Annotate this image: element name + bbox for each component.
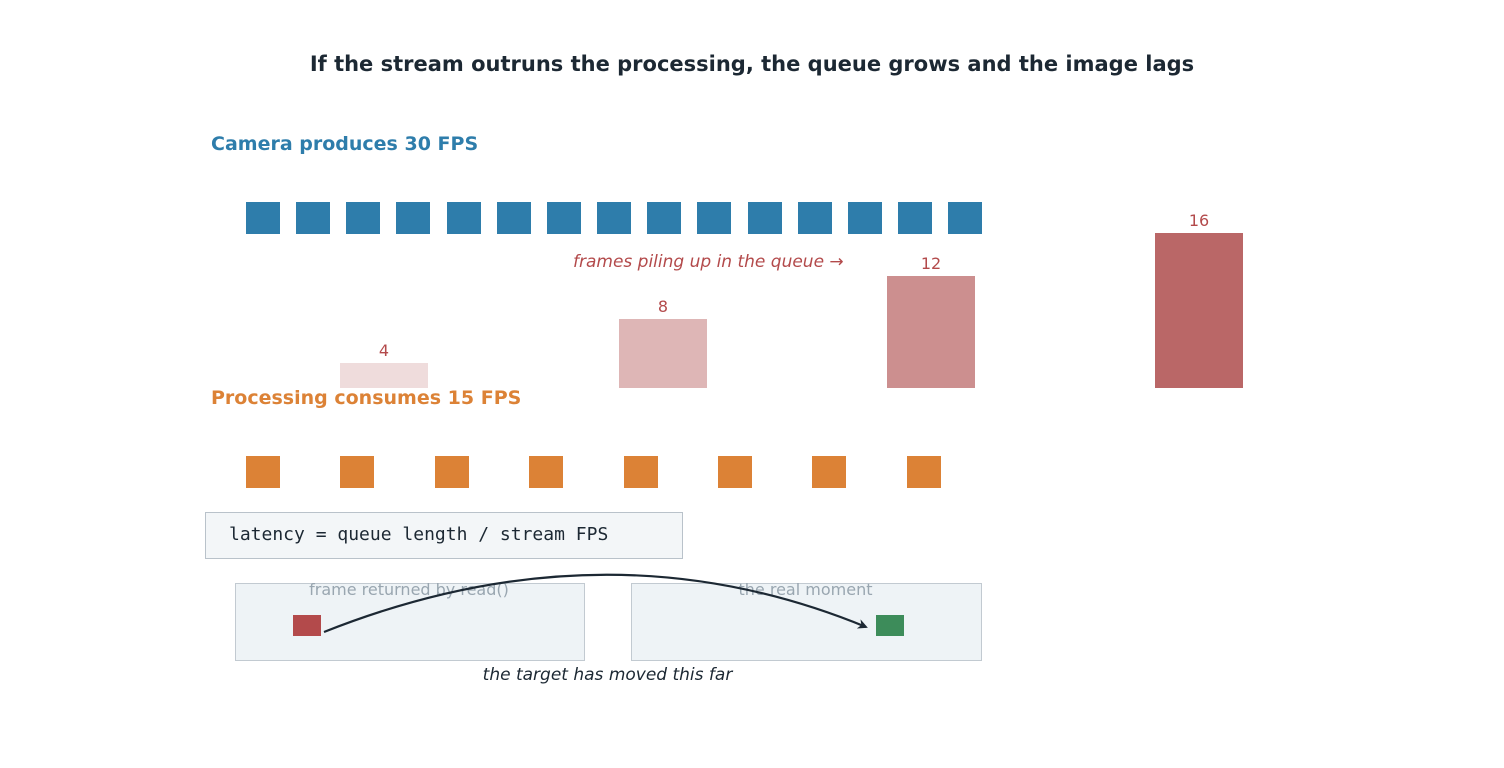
camera-frame-7	[546, 202, 581, 234]
processing-frame-8	[906, 456, 941, 488]
queue-bar-4	[1155, 233, 1243, 388]
queue-note: frames piling up in the queue →	[573, 252, 844, 272]
processing-frame-6	[718, 456, 752, 488]
real-moment-panel	[631, 583, 982, 661]
stale-frame-marker	[293, 615, 321, 636]
queue-bar-1	[340, 363, 428, 388]
lag-caption: the target has moved this far	[482, 665, 733, 685]
processing-frame-1	[246, 456, 280, 488]
camera-frame-4	[396, 202, 431, 234]
camera-frame-12	[797, 202, 832, 234]
camera-label: Camera produces 30 FPS	[211, 133, 479, 155]
camera-frame-5	[446, 202, 481, 234]
latency-formula: latency = queue length / stream FPS	[229, 524, 609, 545]
camera-frame-2	[296, 202, 331, 234]
camera-frame-10	[697, 202, 732, 234]
queue-value-1: 4	[378, 341, 390, 360]
read-frame-label: frame returned by read()	[309, 580, 509, 599]
lag-arrow	[323, 573, 868, 634]
queue-bar-3	[887, 276, 975, 388]
camera-frame-13	[847, 202, 882, 234]
processing-frame-7	[812, 456, 847, 488]
camera-frame-15	[948, 202, 983, 234]
processing-frame-4	[529, 456, 564, 488]
queue-value-4: 16	[1188, 211, 1210, 230]
camera-frame-11	[747, 202, 782, 234]
formula-box	[205, 512, 683, 559]
processing-label: Processing consumes 15 FPS	[211, 387, 522, 409]
camera-frame-9	[647, 202, 682, 234]
camera-frame-3	[346, 202, 381, 234]
processing-frame-5	[623, 456, 658, 488]
real-moment-label: the real moment	[738, 580, 873, 599]
diagram-title: If the stream outruns the processing, th…	[309, 52, 1195, 76]
camera-frame-8	[597, 202, 632, 234]
camera-frame-1	[246, 202, 280, 234]
camera-frame-14	[897, 202, 932, 234]
queue-bar-2	[619, 319, 707, 388]
real-frame-marker	[876, 615, 904, 636]
processing-frame-3	[434, 456, 469, 488]
queue-value-2: 8	[657, 297, 669, 316]
processing-frame-2	[340, 456, 375, 488]
queue-value-3: 12	[920, 254, 942, 273]
camera-frame-6	[496, 202, 531, 234]
